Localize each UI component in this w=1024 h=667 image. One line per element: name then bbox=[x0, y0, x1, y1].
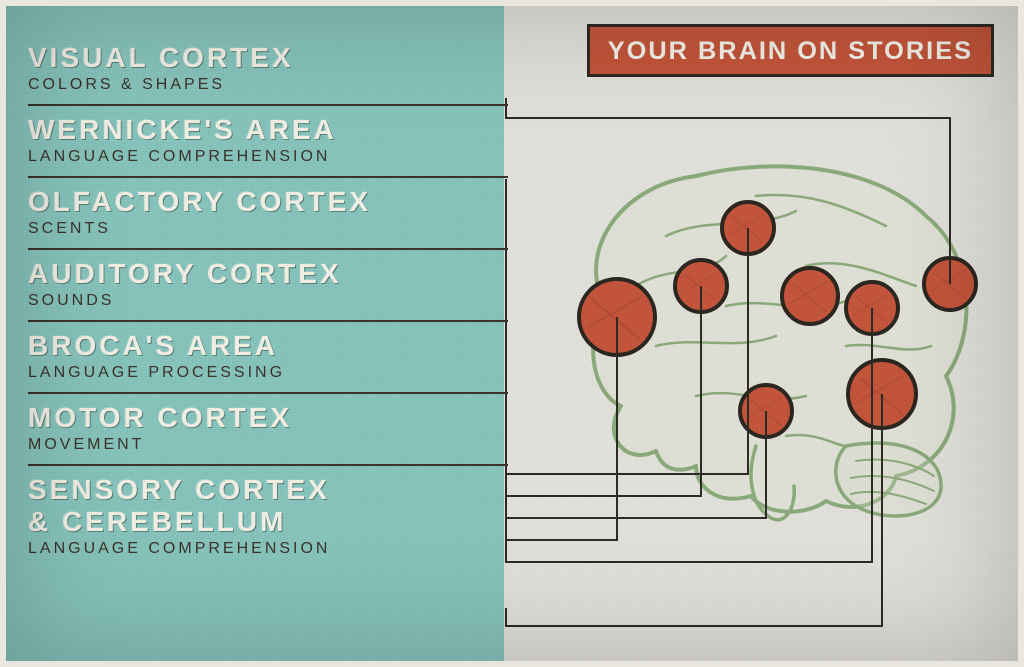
region-title: VISUAL CORTEX bbox=[28, 42, 498, 74]
brain-node-motor bbox=[720, 200, 776, 256]
region-subtitle: MOVEMENT bbox=[28, 436, 498, 454]
region-item: AUDITORY CORTEX SOUNDS bbox=[28, 250, 498, 320]
header-badge-text: YOUR BRAIN ON STORIES bbox=[608, 37, 973, 65]
brain-node-cerebellum bbox=[846, 358, 918, 430]
header-badge: YOUR BRAIN ON STORIES bbox=[587, 24, 994, 77]
region-title: BROCA'S AREA bbox=[28, 330, 498, 362]
brain-node-auditory bbox=[738, 383, 794, 439]
region-item: SENSORY CORTEX & CEREBELLUM LANGUAGE COMP… bbox=[28, 466, 498, 568]
region-item: WERNICKE'S AREA LANGUAGE COMPREHENSION bbox=[28, 106, 498, 176]
region-title: MOTOR CORTEX bbox=[28, 402, 498, 434]
brain-node-broca bbox=[673, 258, 729, 314]
region-subtitle: LANGUAGE PROCESSING bbox=[28, 364, 498, 382]
region-title: WERNICKE'S AREA bbox=[28, 114, 498, 146]
brain-node-olfactory bbox=[577, 277, 657, 357]
region-subtitle: COLORS & SHAPES bbox=[28, 76, 498, 94]
region-item: OLFACTORY CORTEX SCENTS bbox=[28, 178, 498, 248]
region-subtitle: LANGUAGE COMPREHENSION bbox=[28, 540, 498, 558]
infographic-canvas: YOUR BRAIN ON STORIES VISUAL CORTEX COLOR… bbox=[0, 0, 1024, 667]
region-subtitle: SCENTS bbox=[28, 220, 498, 238]
region-item: VISUAL CORTEX COLORS & SHAPES bbox=[28, 34, 498, 104]
brain-node-sensory bbox=[780, 266, 840, 326]
brain-node-wernicke bbox=[844, 280, 900, 336]
brain-node-visual bbox=[922, 256, 978, 312]
region-title: SENSORY CORTEX & CEREBELLUM bbox=[28, 474, 498, 538]
region-subtitle: SOUNDS bbox=[28, 292, 498, 310]
region-title: AUDITORY CORTEX bbox=[28, 258, 498, 290]
region-item: MOTOR CORTEX MOVEMENT bbox=[28, 394, 498, 464]
region-subtitle: LANGUAGE COMPREHENSION bbox=[28, 148, 498, 166]
region-list: VISUAL CORTEX COLORS & SHAPES WERNICKE'S A… bbox=[28, 34, 498, 568]
region-title: OLFACTORY CORTEX bbox=[28, 186, 498, 218]
region-item: BROCA'S AREA LANGUAGE PROCESSING bbox=[28, 322, 498, 392]
